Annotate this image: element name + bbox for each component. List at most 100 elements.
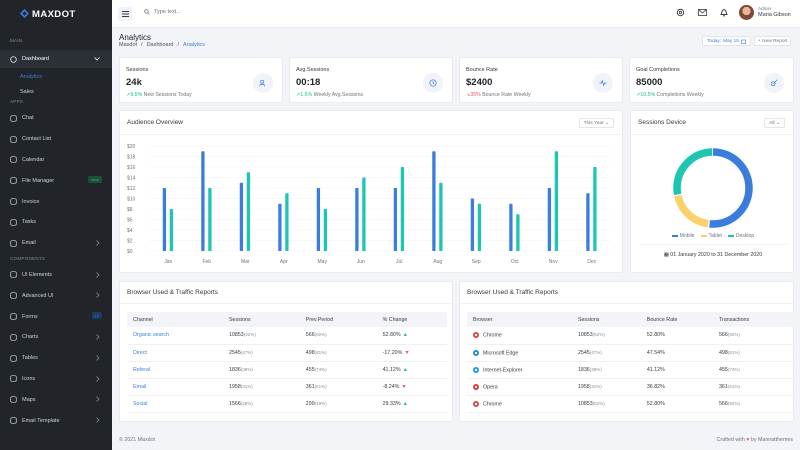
bar-jul-series-1[interactable] (393, 188, 398, 251)
sidebar-item-dashboard[interactable]: Dashboard (0, 50, 112, 68)
bar-sep-series-1[interactable] (470, 198, 475, 252)
user-role: Admin (758, 5, 772, 11)
sidebar-subitem-analytics[interactable]: Analytics (20, 73, 43, 80)
channel-link[interactable]: Direct (133, 349, 147, 356)
sidebar-item-label: Tasks (22, 219, 37, 226)
sidebar-item-email-template[interactable]: Email Template (0, 410, 112, 431)
bounce-value: 36.82% (646, 384, 665, 391)
sidebar-item-calendar[interactable]: Calendar (0, 150, 112, 171)
bar-mar-series-2[interactable] (246, 172, 251, 251)
donut-segment-mobile[interactable] (673, 148, 753, 228)
sidebar-item-contact-list[interactable]: Contact List (0, 129, 112, 150)
stat-note: New Sessions Today (143, 92, 192, 98)
user-menu[interactable]: Admin Maria Gibson (739, 5, 791, 20)
bar-aug-series-1[interactable] (432, 151, 436, 251)
bar-feb-series-1[interactable] (201, 151, 205, 251)
bar-mar-series-1[interactable] (239, 182, 244, 251)
donut-segment-desktop[interactable] (673, 148, 753, 228)
legend-item-tablet[interactable]: Tablet (700, 233, 722, 239)
sidebar-item-invoice[interactable]: Invoice (0, 191, 112, 212)
breadcrumb-item[interactable]: Dashboard (146, 42, 174, 48)
bar-feb-series-2[interactable] (208, 188, 212, 251)
channel-table: Channel Sessions Prev.Period% Change Organ… (127, 312, 447, 414)
bar-jan-series-2[interactable] (169, 209, 174, 251)
sidebar-item-chat[interactable]: Chat (0, 108, 112, 129)
sidebar-item-tables[interactable]: Tables (0, 348, 112, 369)
bar-oct-series-2[interactable] (516, 214, 520, 251)
channel-link[interactable]: Email (133, 384, 147, 391)
bar-jan-series-1[interactable] (162, 188, 167, 251)
year-filter-dropdown[interactable]: This Year ⌄ (578, 118, 614, 128)
brand[interactable]: MAXDOT (0, 0, 112, 28)
bar-dec-series-1[interactable] (586, 193, 590, 251)
sidebar-item-maps[interactable]: Maps (0, 389, 112, 410)
bar-sep-series-2[interactable] (477, 203, 482, 251)
stat-change: ↘35% Bounce Rate Weekly (466, 92, 531, 98)
bar-nov-series-2[interactable] (554, 151, 559, 251)
new-report-label: New Report (762, 38, 788, 44)
bar-may-series-1[interactable] (316, 188, 321, 251)
bar-apr-series-2[interactable] (285, 193, 289, 251)
bar-apr-series-1[interactable] (278, 203, 282, 251)
legend-label: Tablet (708, 233, 722, 239)
new-report-button[interactable]: + New Report (754, 36, 792, 46)
activity-icon (593, 73, 613, 93)
device-card: Sessions Device All ⌄ Mobile Tablet Deskto… (630, 110, 794, 273)
change-value: -17.20% (382, 349, 403, 356)
sidebar-item-label: Charts (22, 334, 39, 341)
clock-icon (423, 73, 443, 93)
sidebar-item-file-manager[interactable]: File Manager New (0, 170, 112, 191)
user-name: Maria Gibson (758, 11, 791, 18)
notifications-button[interactable] (720, 8, 728, 19)
date-button[interactable]: Today: May 15 (702, 36, 751, 46)
change-value: 52.80% (382, 332, 401, 339)
sidebar-item-forms[interactable]: Forms 10 (0, 306, 112, 327)
device-filter-dropdown[interactable]: All ⌄ (764, 118, 785, 128)
prev-pct: (81%) (314, 349, 327, 355)
channel-link[interactable]: Social (133, 401, 148, 408)
legend-item-desktop[interactable]: Desktop (727, 233, 754, 239)
search-input[interactable]: Type text... (154, 9, 181, 15)
browser-name: Chrome (483, 401, 502, 408)
bar-may-series-2[interactable] (323, 209, 328, 251)
search-box[interactable]: Type text... (144, 9, 181, 15)
bar-jun-series-2[interactable] (362, 177, 366, 252)
menu-toggle-button[interactable] (118, 7, 132, 21)
sidebar-item-tasks[interactable]: Tasks (0, 212, 112, 233)
bar-dec-series-2[interactable] (593, 167, 597, 251)
bar-jul-series-2[interactable] (400, 167, 405, 251)
search-icon (144, 9, 150, 15)
sidebar-item-email[interactable]: Email (0, 233, 112, 254)
breadcrumb-item[interactable]: Maxdot (119, 42, 138, 48)
bar-jun-series-1[interactable] (355, 188, 359, 251)
bounce-value: 52.80% (646, 401, 665, 408)
settings-button[interactable] (676, 8, 685, 19)
legend-item-mobile[interactable]: Mobile (671, 233, 695, 239)
transactions-pct: (92%) (727, 332, 740, 338)
stat-label: Avg.Sessions (296, 67, 330, 73)
target-icon (764, 73, 784, 93)
bar-nov-series-1[interactable] (547, 188, 552, 251)
channel-link[interactable]: Organic search (133, 332, 169, 339)
sidebar-item-label: Chat (22, 115, 34, 122)
sidebar-subitem-sales[interactable]: Sales (20, 88, 34, 95)
sidebar-item-charts[interactable]: Charts (0, 327, 112, 348)
y-tick-label: $8 (127, 207, 133, 213)
stat-note: Weekly Avg.Sessions (313, 92, 364, 98)
sidebar-item-advanced-ui[interactable]: Advanced UI (0, 285, 112, 306)
channel-link[interactable]: Referal (133, 366, 151, 373)
home-icon (10, 55, 17, 63)
stat-change: ↗10.5% Completions Weekly (636, 92, 704, 98)
bar-oct-series-1[interactable] (509, 203, 513, 251)
sidebar-item-ui-elements[interactable]: UI Elements (0, 265, 112, 286)
browser-name: Opera (483, 384, 498, 391)
trend-up-icon: ↗ (126, 92, 131, 98)
caret-down-icon: ▼ (401, 384, 407, 391)
x-tick-label: Oct (511, 259, 519, 265)
sidebar-item-icons[interactable]: Icons (0, 369, 112, 390)
template-icon (10, 417, 17, 424)
column-header: Sessions (571, 312, 641, 327)
messages-button[interactable] (698, 9, 707, 18)
x-tick-label: Sep (472, 259, 481, 265)
bar-aug-series-2[interactable] (439, 182, 443, 251)
